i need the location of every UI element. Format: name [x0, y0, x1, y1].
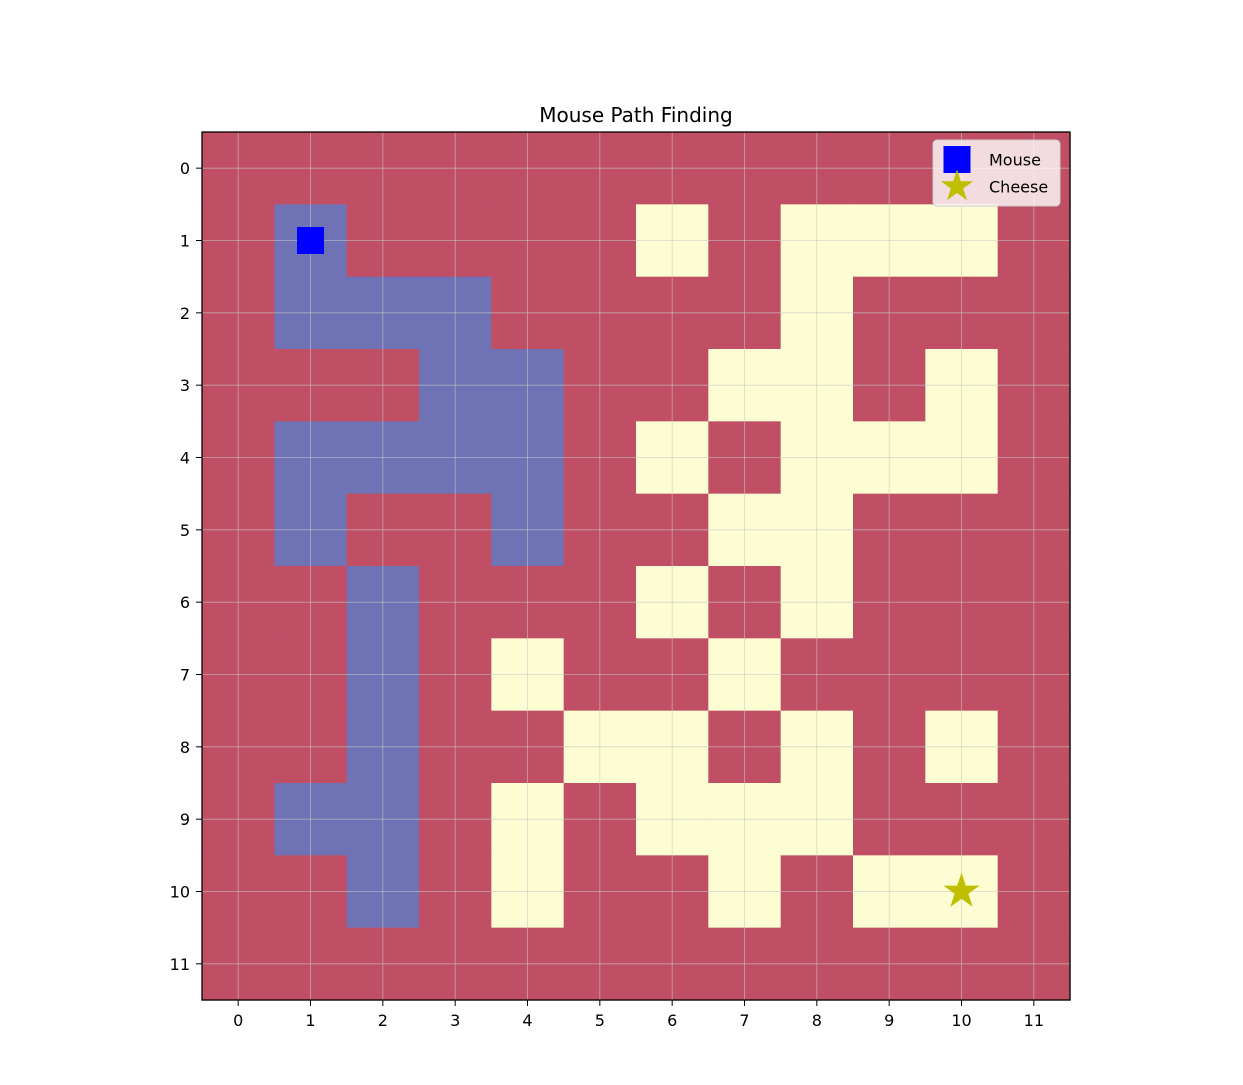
- plot-frame: [201, 131, 1071, 1001]
- legend-label-mouse: Mouse: [989, 151, 1041, 170]
- maze-cells: [202, 132, 1071, 1001]
- x-axis: 0 1 2 3 4 5 6 7 8 9 10 11: [233, 1000, 1044, 1030]
- markers: [297, 227, 980, 907]
- legend-label-cheese: Cheese: [989, 178, 1048, 197]
- mouse-marker: [297, 227, 324, 254]
- cheese-marker: [943, 872, 980, 907]
- legend-cheese-icon: [940, 169, 974, 201]
- x-tick-label-0: 0: [233, 1011, 243, 1030]
- y-tick-label-9: 9: [180, 810, 190, 829]
- y-tick-label-0: 0: [180, 159, 190, 178]
- y-tick-label-7: 7: [180, 666, 190, 685]
- y-tick-label-10: 10: [170, 883, 190, 902]
- x-tick-label-11: 11: [1024, 1011, 1044, 1030]
- y-tick-label-4: 4: [180, 449, 190, 468]
- x-tick-label-10: 10: [951, 1011, 971, 1030]
- legend: Mouse Cheese: [932, 139, 1061, 207]
- x-tick-label-9: 9: [884, 1011, 894, 1030]
- y-tick-label-3: 3: [180, 376, 190, 395]
- x-tick-label-1: 1: [305, 1011, 315, 1030]
- x-tick-label-7: 7: [739, 1011, 749, 1030]
- x-tick-label-3: 3: [450, 1011, 460, 1030]
- y-tick-label-6: 6: [180, 593, 190, 612]
- y-tick-label-1: 1: [180, 232, 190, 251]
- legend-mouse-icon: [943, 146, 971, 173]
- x-tick-label-2: 2: [378, 1011, 388, 1030]
- y-axis: 0 1 2 3 4 5 6 7 8 9 10 11: [170, 159, 202, 974]
- x-tick-label-8: 8: [812, 1011, 822, 1030]
- x-tick-label-5: 5: [595, 1011, 605, 1030]
- y-tick-label-5: 5: [180, 521, 190, 540]
- chart-title: Mouse Path Finding: [539, 103, 732, 127]
- x-tick-label-6: 6: [667, 1011, 677, 1030]
- y-tick-label-8: 8: [180, 738, 190, 757]
- y-tick-label-11: 11: [170, 955, 190, 974]
- y-tick-label-2: 2: [180, 304, 190, 323]
- x-tick-label-4: 4: [522, 1011, 532, 1030]
- grid-lines: [202, 132, 1070, 1000]
